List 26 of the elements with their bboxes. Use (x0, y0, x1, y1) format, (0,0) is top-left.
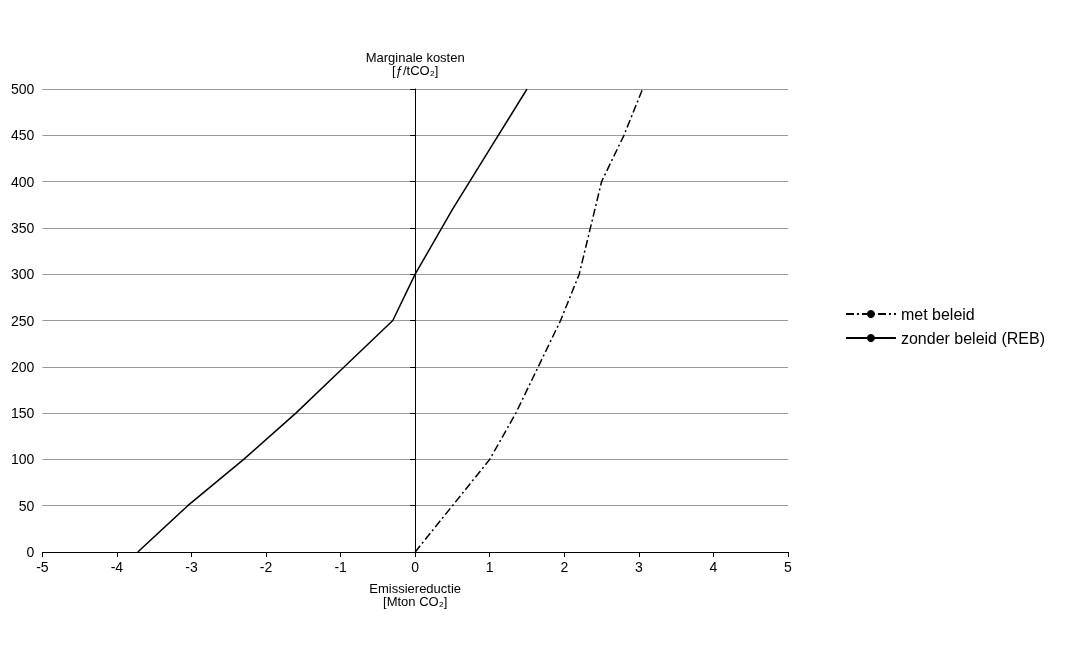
x-tick-label: 0 (411, 559, 420, 575)
y-tick-label: 0 (26, 544, 35, 560)
legend-label: met beleid (900, 305, 975, 323)
x-tick-label: 1 (485, 559, 494, 575)
y-tick-label: 100 (11, 451, 35, 468)
y-tick-label: 500 (11, 81, 35, 97)
x-tick-label: -4 (110, 559, 124, 575)
y-tick-label: 400 (11, 173, 35, 190)
y-tick-label: 350 (11, 219, 35, 236)
y-axis-title: Marginale kosten [ƒ/tCO₂] (365, 50, 465, 78)
y-tick-label: 200 (11, 358, 35, 375)
x-tick-label: -1 (334, 559, 348, 575)
x-tick-label: -2 (259, 559, 273, 575)
y-tick-label: 50 (18, 497, 35, 514)
y-tick-label: 300 (11, 266, 35, 283)
x-tick-label: 4 (709, 559, 718, 575)
x-tick-label: 5 (784, 559, 793, 575)
x-tick-label: -3 (185, 559, 198, 575)
y-tick-label: 150 (11, 405, 35, 422)
x-axis-title: Emissiereductie [Mton CO₂] (369, 581, 462, 609)
x-tick-label: 3 (634, 559, 643, 575)
y-tick-label: 250 (11, 312, 35, 329)
y-tick-label: 450 (11, 127, 35, 144)
x-tick-label: -5 (36, 559, 49, 575)
legend-label: zonder beleid (REB) (900, 329, 1046, 347)
x-tick-label: 2 (560, 559, 569, 575)
